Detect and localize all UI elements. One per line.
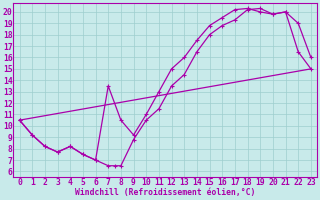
X-axis label: Windchill (Refroidissement éolien,°C): Windchill (Refroidissement éolien,°C) (75, 188, 255, 197)
